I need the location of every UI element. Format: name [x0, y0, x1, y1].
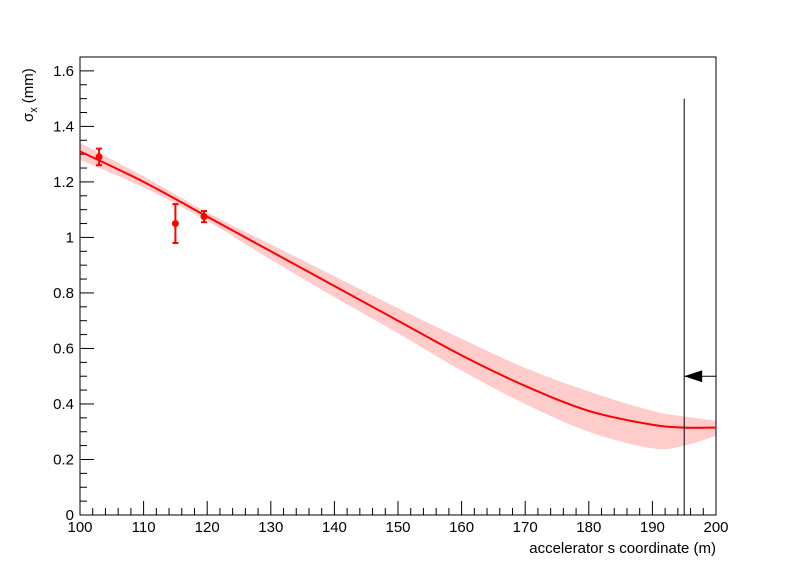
y-tick-label: 0.2 — [53, 451, 74, 468]
measurement-points-layer — [95, 147, 208, 244]
x-tick-label: 200 — [703, 519, 728, 536]
y-axis-title-unit: (mm) — [20, 68, 37, 103]
data-point — [95, 153, 103, 161]
y-axis-title: σx (mm) — [20, 68, 40, 122]
y-tick-label: 1.2 — [53, 174, 74, 191]
x-tick-label: 190 — [640, 519, 665, 536]
arrow-head — [684, 370, 703, 383]
x-tick-label: 100 — [67, 519, 92, 536]
fit-curve-layer — [79, 150, 717, 429]
uncertainty-band — [80, 143, 716, 450]
x-tick-label: 180 — [576, 519, 601, 536]
y-tick-label: 1.4 — [53, 118, 74, 135]
y-tick-label: 0.4 — [53, 396, 74, 413]
y-axis: 0 0.2 0.4 0.6 0.8 1 1.2 1.4 1.6 — [53, 56, 94, 524]
y-tick-label: 1.6 — [53, 63, 74, 80]
y-axis-title-symbol: σ — [20, 112, 37, 122]
y-axis-title-subscript: x — [28, 107, 40, 113]
annotation-layer — [683, 98, 716, 515]
x-tick-label: 110 — [132, 519, 156, 536]
y-tick-label: 0.8 — [53, 285, 74, 302]
x-tick-label: 130 — [258, 519, 283, 536]
y-tick-label: 1 — [66, 229, 74, 246]
y-tick-label: 0.6 — [53, 340, 74, 357]
x-tick-label: 150 — [385, 519, 410, 536]
x-tick-label: 140 — [322, 519, 347, 536]
plot-frame — [79, 56, 717, 516]
uncertainty-band-layer — [80, 143, 716, 450]
x-tick-label: 170 — [513, 519, 538, 536]
data-point — [171, 220, 179, 228]
y-tick-label: 0 — [66, 507, 74, 524]
x-axis: 100 110 120 130 140 150 160 170 180 190 200 — [67, 501, 729, 536]
x-tick-label: 160 — [449, 519, 474, 536]
x-tick-label: 120 — [195, 519, 220, 536]
fit-curve — [79, 150, 717, 429]
x-axis-title: accelerator s coordinate (m) — [529, 540, 716, 557]
data-point — [200, 213, 208, 221]
